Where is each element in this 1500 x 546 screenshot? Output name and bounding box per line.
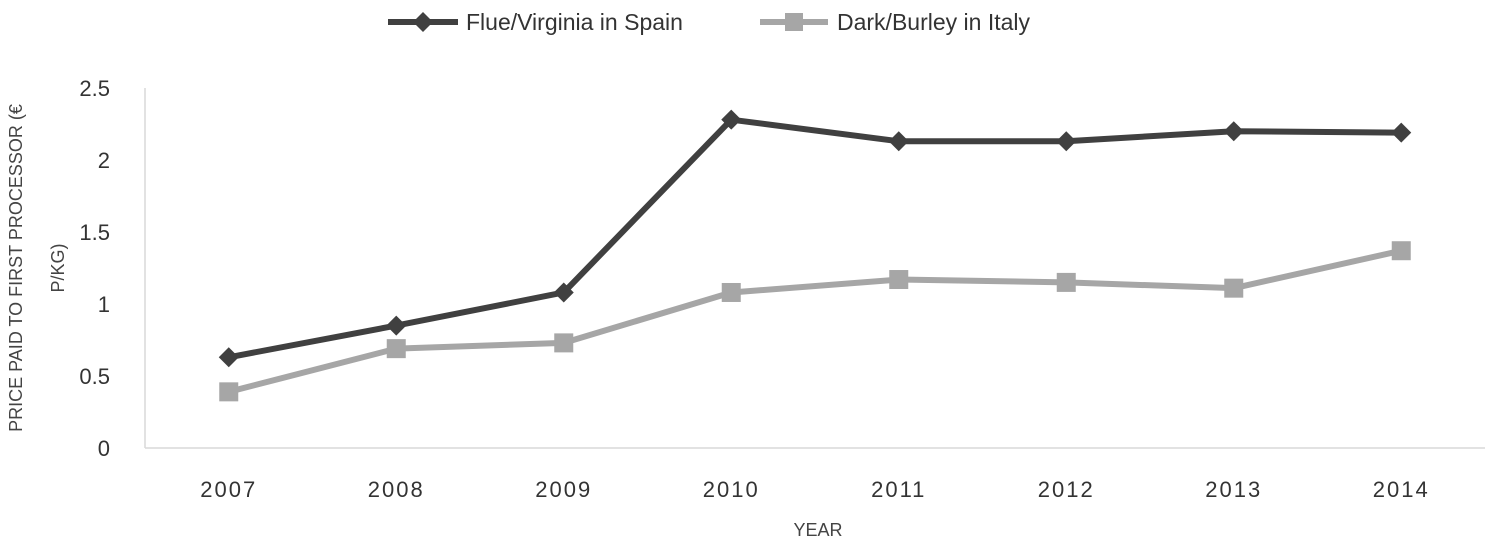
data-point-diamond <box>386 315 407 336</box>
series-layer <box>218 109 1412 402</box>
data-point-square <box>386 339 406 359</box>
data-point-diamond <box>888 131 909 152</box>
y-tick-label: 0.5 <box>79 364 110 389</box>
legend-label-dark-burley: Dark/Burley in Italy <box>837 9 1031 35</box>
legend-item-flue-virginia: Flue/Virginia in Spain <box>388 9 683 35</box>
x-tick-label: 2009 <box>535 477 592 502</box>
data-point-square <box>1224 278 1244 298</box>
x-tick-labels: 2007 2008 2009 2010 2011 2012 2013 2014 <box>200 477 1430 502</box>
data-point-diamond <box>553 282 574 303</box>
y-axis-title-line-1: PRICE PAID TO FIRST PROCESSOR (€ <box>6 104 26 432</box>
x-tick-label: 2014 <box>1373 477 1430 502</box>
data-point-square <box>1391 241 1411 261</box>
x-tick-label: 2011 <box>871 477 926 502</box>
series-line <box>228 247 1402 395</box>
y-tick-label: 1 <box>98 292 110 317</box>
series-flue-virginia <box>218 109 1412 368</box>
y-tick-label: 1.5 <box>79 220 110 245</box>
data-point-diamond <box>721 109 742 130</box>
data-point-diamond <box>1391 122 1412 143</box>
data-point-square <box>219 382 239 402</box>
legend-marker-square <box>785 13 803 31</box>
x-axis-title: YEAR <box>793 520 842 540</box>
x-tick-label: 2012 <box>1038 477 1095 502</box>
data-point-diamond <box>1223 121 1244 142</box>
y-tick-label: 2 <box>98 148 110 173</box>
x-tick-label: 2008 <box>368 477 425 502</box>
legend-item-dark-burley: Dark/Burley in Italy <box>760 9 1031 35</box>
y-tick-label: 2.5 <box>79 76 110 101</box>
legend: Flue/Virginia in Spain Dark/Burley in It… <box>388 9 1031 35</box>
data-point-square <box>554 333 574 353</box>
y-axis-title-line-2: P/KG) <box>48 243 68 292</box>
data-point-square <box>721 282 741 302</box>
data-point-square <box>889 270 909 290</box>
x-tick-label: 2007 <box>200 477 257 502</box>
x-tick-label: 2013 <box>1205 477 1262 502</box>
data-point-diamond <box>1056 131 1077 152</box>
y-axis-title: PRICE PAID TO FIRST PROCESSOR (€ P/KG) <box>6 104 68 432</box>
y-tick-label: 0 <box>98 436 110 461</box>
series-dark-burley <box>219 241 1411 402</box>
x-tick-label: 2010 <box>703 477 760 502</box>
legend-marker-diamond <box>413 12 433 32</box>
data-point-diamond <box>218 347 239 368</box>
legend-label-flue-virginia: Flue/Virginia in Spain <box>466 9 683 35</box>
series-line <box>228 116 1402 361</box>
data-point-square <box>1056 272 1076 292</box>
y-tick-labels: 0 0.5 1 1.5 2 2.5 <box>79 76 110 461</box>
